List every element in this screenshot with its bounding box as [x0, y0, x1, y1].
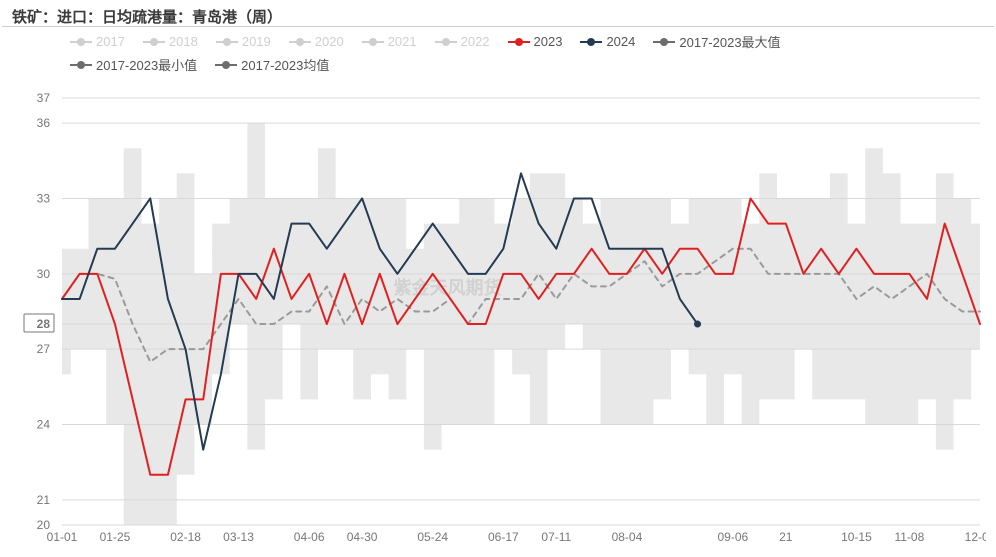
legend-swatch: [508, 36, 530, 48]
x-tick-label: 05-24: [417, 530, 448, 544]
legend-row-1: 2017 2018 2019 2020 2021 2022 2023 2024 2017-202…: [70, 32, 986, 51]
legend-item[interactable]: 2019: [216, 34, 271, 49]
legend-label: 2017-2023均值: [241, 55, 329, 74]
y-tick-label: 37: [37, 91, 51, 105]
legend-row-2: 2017-2023最小值 2017-2023均值: [70, 55, 986, 74]
y-tick-label: 33: [37, 191, 51, 205]
legend-item[interactable]: 2023: [508, 34, 563, 49]
x-tick-label: 12-02: [965, 530, 986, 544]
legend-item[interactable]: 2021: [362, 34, 417, 49]
legend-label: 2018: [169, 34, 198, 49]
y-tick-label: 27: [37, 342, 51, 356]
plot-area: 紫金天风期货20212427283033363701-0101-2502-180…: [10, 80, 986, 551]
legend-label: 2023: [534, 34, 563, 49]
legend-swatch: [580, 36, 602, 48]
y-tick-label: 30: [37, 267, 51, 281]
legend-label: 2020: [315, 34, 344, 49]
legend-swatch: [215, 59, 237, 71]
x-tick-label: 04-06: [294, 530, 325, 544]
legend-swatch: [216, 36, 238, 48]
legend-label: 2017-2023最大值: [679, 32, 780, 51]
minmax-band: [62, 123, 980, 525]
legend-label: 2022: [461, 34, 490, 49]
legend-label: 2017-2023最小值: [96, 55, 197, 74]
y-tick-label: 21: [37, 493, 51, 507]
legend-item[interactable]: 2018: [143, 34, 198, 49]
page-title: 铁矿：进口：日均疏港量：青岛港（周）: [12, 6, 282, 27]
legend-item[interactable]: 2020: [289, 34, 344, 49]
legend-swatch: [435, 36, 457, 48]
x-tick-label: 01-01: [47, 530, 78, 544]
legend-item[interactable]: 2017-2023最小值: [70, 55, 197, 74]
legend-swatch: [70, 59, 92, 71]
legend-swatch: [653, 36, 675, 48]
legend-item[interactable]: 2022: [435, 34, 490, 49]
legend-item[interactable]: 2017: [70, 34, 125, 49]
legend-swatch: [362, 36, 384, 48]
legend-swatch: [143, 36, 165, 48]
legend-label: 2024: [606, 34, 635, 49]
x-tick-label: 07-11: [541, 530, 571, 544]
x-tick-label: 08-04: [612, 530, 643, 544]
x-tick-label: 21: [779, 530, 793, 544]
x-tick-label: 09-06: [717, 530, 748, 544]
legend-item[interactable]: 2017-2023均值: [215, 55, 329, 74]
x-tick-label: 06-17: [488, 530, 519, 544]
chart-svg: 紫金天风期货20212427283033363701-0101-2502-180…: [10, 80, 986, 551]
y-tick-label: 24: [37, 418, 51, 432]
legend-swatch: [70, 36, 92, 48]
x-tick-label: 04-30: [347, 530, 378, 544]
x-tick-label: 02-18: [170, 530, 201, 544]
x-tick-label: 10-15: [841, 530, 872, 544]
legend-swatch: [289, 36, 311, 48]
legend-item[interactable]: 2024: [580, 34, 635, 49]
series-2024-end-dot: [694, 321, 701, 328]
x-tick-label: 11-08: [894, 530, 924, 544]
legend-label: 2017: [96, 34, 125, 49]
legend-label: 2021: [388, 34, 417, 49]
title-rule: [2, 26, 994, 27]
legend-label: 2019: [242, 34, 271, 49]
x-tick-label: 03-13: [223, 530, 254, 544]
x-tick-label: 01-25: [100, 530, 131, 544]
y-tick-label: 36: [37, 116, 51, 130]
legend: 2017 2018 2019 2020 2021 2022 2023 2024 2017-202…: [70, 32, 986, 78]
y-tick-label: 28: [37, 317, 51, 331]
legend-item[interactable]: 2017-2023最大值: [653, 32, 780, 51]
